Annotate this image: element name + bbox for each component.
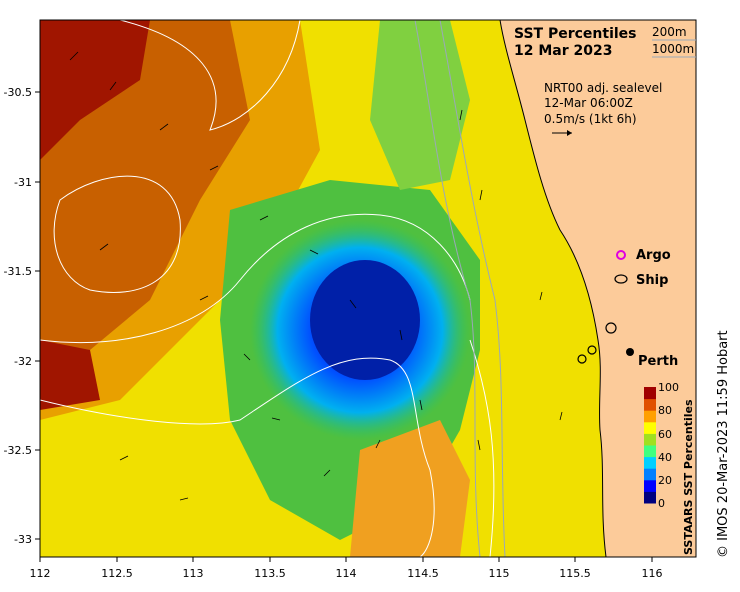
current-time: 12-Mar 06:00Z: [544, 96, 633, 110]
current-scale: 0.5m/s (1kt 6h): [544, 112, 637, 126]
cold-eddy-core: [310, 260, 420, 380]
colorbar-segment: [644, 433, 656, 446]
ship-track-marker: [605, 322, 617, 334]
colorbar-label: SSTAARS SST Percentiles: [682, 399, 695, 555]
plot-frame: [39, 19, 697, 558]
x-tick-label: 115: [489, 567, 510, 580]
plot-area: [40, 20, 696, 557]
ship-legend-icon: [614, 274, 628, 284]
y-tick-label: -31: [14, 176, 32, 189]
x-axis: 112 112.5 113 113.5 114 114.5 115 115.5 …: [30, 557, 663, 580]
y-tick-label: -30.5: [4, 86, 32, 99]
colorbar-ticks: 100 80 60 40 20 0: [658, 381, 679, 510]
colorbar-segment: [644, 410, 656, 423]
contour-key-200m: 200m: [652, 25, 687, 39]
colorbar-segment: [644, 387, 656, 400]
colorbar-segment: [644, 479, 656, 492]
colorbar-tick: 100: [658, 381, 679, 394]
argo-legend-icon: [616, 250, 626, 260]
y-axis: -30.5 -31 -31.5 -32 -32.5 -33: [4, 86, 40, 546]
y-tick-label: -33: [14, 533, 32, 546]
current-scale-arrowhead: [567, 130, 572, 136]
contour-key-1000m: 1000m: [652, 42, 694, 56]
colorbar-tick: 20: [658, 474, 672, 487]
colorbar-segment: [644, 491, 656, 504]
colorbar-segment: [644, 468, 656, 481]
x-tick-label: 113.5: [254, 567, 286, 580]
y-tick-label: -32.5: [4, 444, 32, 457]
colorbar: [644, 387, 656, 504]
x-tick-label: 115.5: [559, 567, 591, 580]
north-tongue: [370, 20, 470, 190]
x-tick-label: 116: [642, 567, 663, 580]
argo-legend-label: Argo: [636, 248, 671, 263]
warm-south: [350, 420, 470, 557]
x-tick-label: 114: [336, 567, 357, 580]
colorbar-segment: [644, 398, 656, 411]
colorbar-tick: 40: [658, 451, 672, 464]
colorbar-segment: [644, 421, 656, 434]
x-tick-label: 112.5: [101, 567, 133, 580]
y-tick-label: -31.5: [4, 265, 32, 278]
perth-marker: [626, 348, 634, 356]
x-tick-label: 114.5: [407, 567, 439, 580]
extreme-region-nw: [40, 20, 150, 160]
current-source: NRT00 adj. sealevel: [544, 81, 662, 95]
sealevel-contours: [40, 20, 495, 557]
colorbar-tick: 0: [658, 497, 665, 510]
colorbar-segment: [644, 456, 656, 469]
map-date: 12 Mar 2023: [514, 43, 612, 59]
y-tick-label: -32: [14, 355, 32, 368]
credit-text: © IMOS 20-Mar-2023 11:59 Hobart: [716, 330, 731, 558]
ship-track-marker: [577, 354, 587, 364]
ship-track-marker: [587, 345, 597, 355]
colorbar-tick: 80: [658, 404, 672, 417]
extreme-region-w: [40, 340, 100, 410]
colorbar-tick: 60: [658, 428, 672, 441]
ship-legend-label: Ship: [636, 273, 668, 288]
map-title: SST Percentiles: [514, 26, 637, 42]
x-tick-label: 113: [183, 567, 204, 580]
x-tick-label: 112: [30, 567, 51, 580]
colorbar-segment: [644, 445, 656, 458]
bathymetry-contours: [414, 20, 506, 557]
current-vectors: [69, 51, 563, 501]
perth-label: Perth: [638, 354, 678, 369]
